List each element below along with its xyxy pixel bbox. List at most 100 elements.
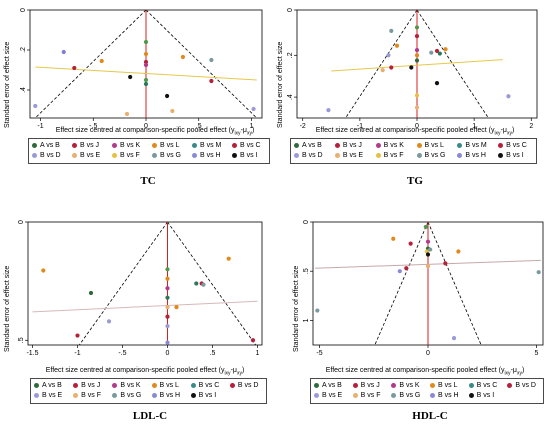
legend-label: B vs J bbox=[80, 142, 100, 149]
legend-item: A vs B bbox=[314, 381, 342, 390]
legend-item: B vs L bbox=[152, 141, 179, 150]
x-tick-label: 1 bbox=[250, 123, 254, 130]
legend-item: B vs K bbox=[112, 381, 141, 390]
legend-item: A vs B bbox=[34, 381, 62, 390]
legend-label: B vs E bbox=[42, 392, 63, 399]
y-axis-label-ldl-c: Standard error of effect size bbox=[4, 265, 11, 352]
data-point bbox=[434, 81, 440, 86]
x-tick-label: 1 bbox=[472, 123, 476, 130]
x-tick-label: 0 bbox=[426, 350, 430, 357]
legend-label: B vs C bbox=[506, 142, 527, 149]
x-tick-label: -2 bbox=[300, 123, 306, 130]
legend-marker bbox=[391, 392, 397, 398]
legend-marker bbox=[334, 152, 340, 158]
legend-label: B vs I bbox=[506, 152, 524, 159]
legend-marker bbox=[229, 382, 235, 388]
legend-label: B vs H bbox=[465, 152, 486, 159]
funnel-left-line bbox=[345, 9, 418, 119]
data-point bbox=[425, 239, 431, 244]
data-point bbox=[414, 34, 420, 39]
legend-marker bbox=[32, 152, 37, 158]
data-point bbox=[404, 266, 409, 271]
legend-marker bbox=[112, 142, 117, 148]
legend-item: B vs L bbox=[430, 381, 457, 390]
legend-label: B vs J bbox=[81, 382, 101, 389]
data-point bbox=[209, 78, 214, 84]
data-point bbox=[165, 295, 170, 300]
y-tick-label: 0 bbox=[303, 220, 310, 224]
data-point bbox=[251, 106, 256, 112]
legend-marker bbox=[498, 142, 504, 148]
data-point bbox=[106, 319, 112, 324]
data-point bbox=[209, 57, 214, 63]
legend-item: B vs D bbox=[507, 381, 536, 390]
data-point bbox=[165, 314, 170, 319]
data-point bbox=[428, 247, 433, 252]
x-tick-label: -5 bbox=[316, 350, 322, 357]
x-tick-label: 0 bbox=[144, 123, 148, 130]
legend-item: B vs L bbox=[416, 141, 444, 150]
legend-item: B vs H bbox=[430, 391, 459, 400]
legend-label: B vs G bbox=[160, 152, 182, 159]
x-tick-label: -.5 bbox=[118, 350, 126, 357]
data-point bbox=[414, 53, 420, 58]
data-point bbox=[414, 47, 420, 53]
caption-hdl-c: HDL-C bbox=[412, 410, 448, 422]
legend-item: B vs J bbox=[334, 141, 362, 150]
legend-item: B vs K bbox=[112, 141, 140, 150]
data-point bbox=[425, 252, 431, 257]
data-point bbox=[409, 65, 414, 70]
legend-item: B vs I bbox=[468, 391, 494, 400]
x-tick-label: .5 bbox=[210, 350, 216, 357]
data-point bbox=[315, 308, 320, 313]
data-point bbox=[389, 65, 394, 70]
legend-label: B vs J bbox=[360, 382, 380, 389]
data-point bbox=[397, 269, 402, 274]
x-axis-label-hdl-c: Effect size centred at comparison-specif… bbox=[325, 367, 525, 377]
legend-item: B vs I bbox=[190, 391, 216, 400]
data-point bbox=[99, 58, 104, 64]
legend-marker bbox=[192, 152, 197, 158]
legend-item: B vs C bbox=[498, 141, 527, 150]
legend-marker bbox=[190, 392, 196, 398]
y-axis-label-hdl-c: Standard error of effect size bbox=[293, 265, 300, 352]
legend-marker bbox=[232, 142, 237, 148]
legend-label: B vs G bbox=[399, 392, 421, 399]
x-axis-label-tg: Effect size centred at comparison-specif… bbox=[315, 127, 515, 137]
legend-label: B vs H bbox=[200, 152, 221, 159]
legend-marker bbox=[507, 382, 513, 388]
legend-label: B vs L bbox=[159, 382, 179, 389]
legend-marker bbox=[192, 142, 197, 148]
legend-item: B vs K bbox=[375, 141, 404, 150]
data-point bbox=[180, 54, 186, 60]
legend-marker bbox=[391, 382, 397, 388]
legend-marker bbox=[32, 142, 37, 148]
legend-label: B vs C bbox=[198, 382, 220, 389]
data-point bbox=[143, 59, 149, 65]
panel-hdl-c: -5 0 5 0 .5 1 Standard error of effect size E… bbox=[275, 212, 550, 425]
x-tick-label: 0 bbox=[166, 350, 170, 357]
plot-frame bbox=[27, 221, 263, 346]
caption-ldl-c: LDL-C bbox=[132, 410, 168, 422]
funnel-right-line bbox=[427, 221, 482, 346]
legend-item: B vs F bbox=[112, 151, 140, 160]
legend-item: B vs G bbox=[152, 151, 181, 160]
legend-label: B vs K bbox=[120, 382, 141, 389]
data-point bbox=[414, 58, 420, 63]
x-tick-label: -.5 bbox=[89, 123, 97, 130]
legend-label: B vs C bbox=[476, 382, 498, 389]
legend-label: B vs D bbox=[302, 152, 323, 159]
data-point bbox=[414, 25, 420, 30]
funnel-plot-hdl-c: -5 0 5 0 .5 1 bbox=[303, 220, 544, 357]
x-tick-label: -1 bbox=[37, 123, 43, 130]
caption-tc: TC bbox=[140, 175, 156, 187]
data-point bbox=[425, 264, 431, 269]
legend-item: A vs B bbox=[32, 141, 60, 150]
legend-item: B vs E bbox=[334, 151, 363, 160]
funnel-left-line bbox=[374, 221, 429, 346]
legend-item: B vs H bbox=[151, 391, 180, 400]
y-tick-label: 0 bbox=[287, 8, 294, 12]
legend-label: B vs D bbox=[40, 152, 61, 159]
funnel-left-line bbox=[34, 9, 147, 119]
data-point bbox=[124, 111, 130, 117]
